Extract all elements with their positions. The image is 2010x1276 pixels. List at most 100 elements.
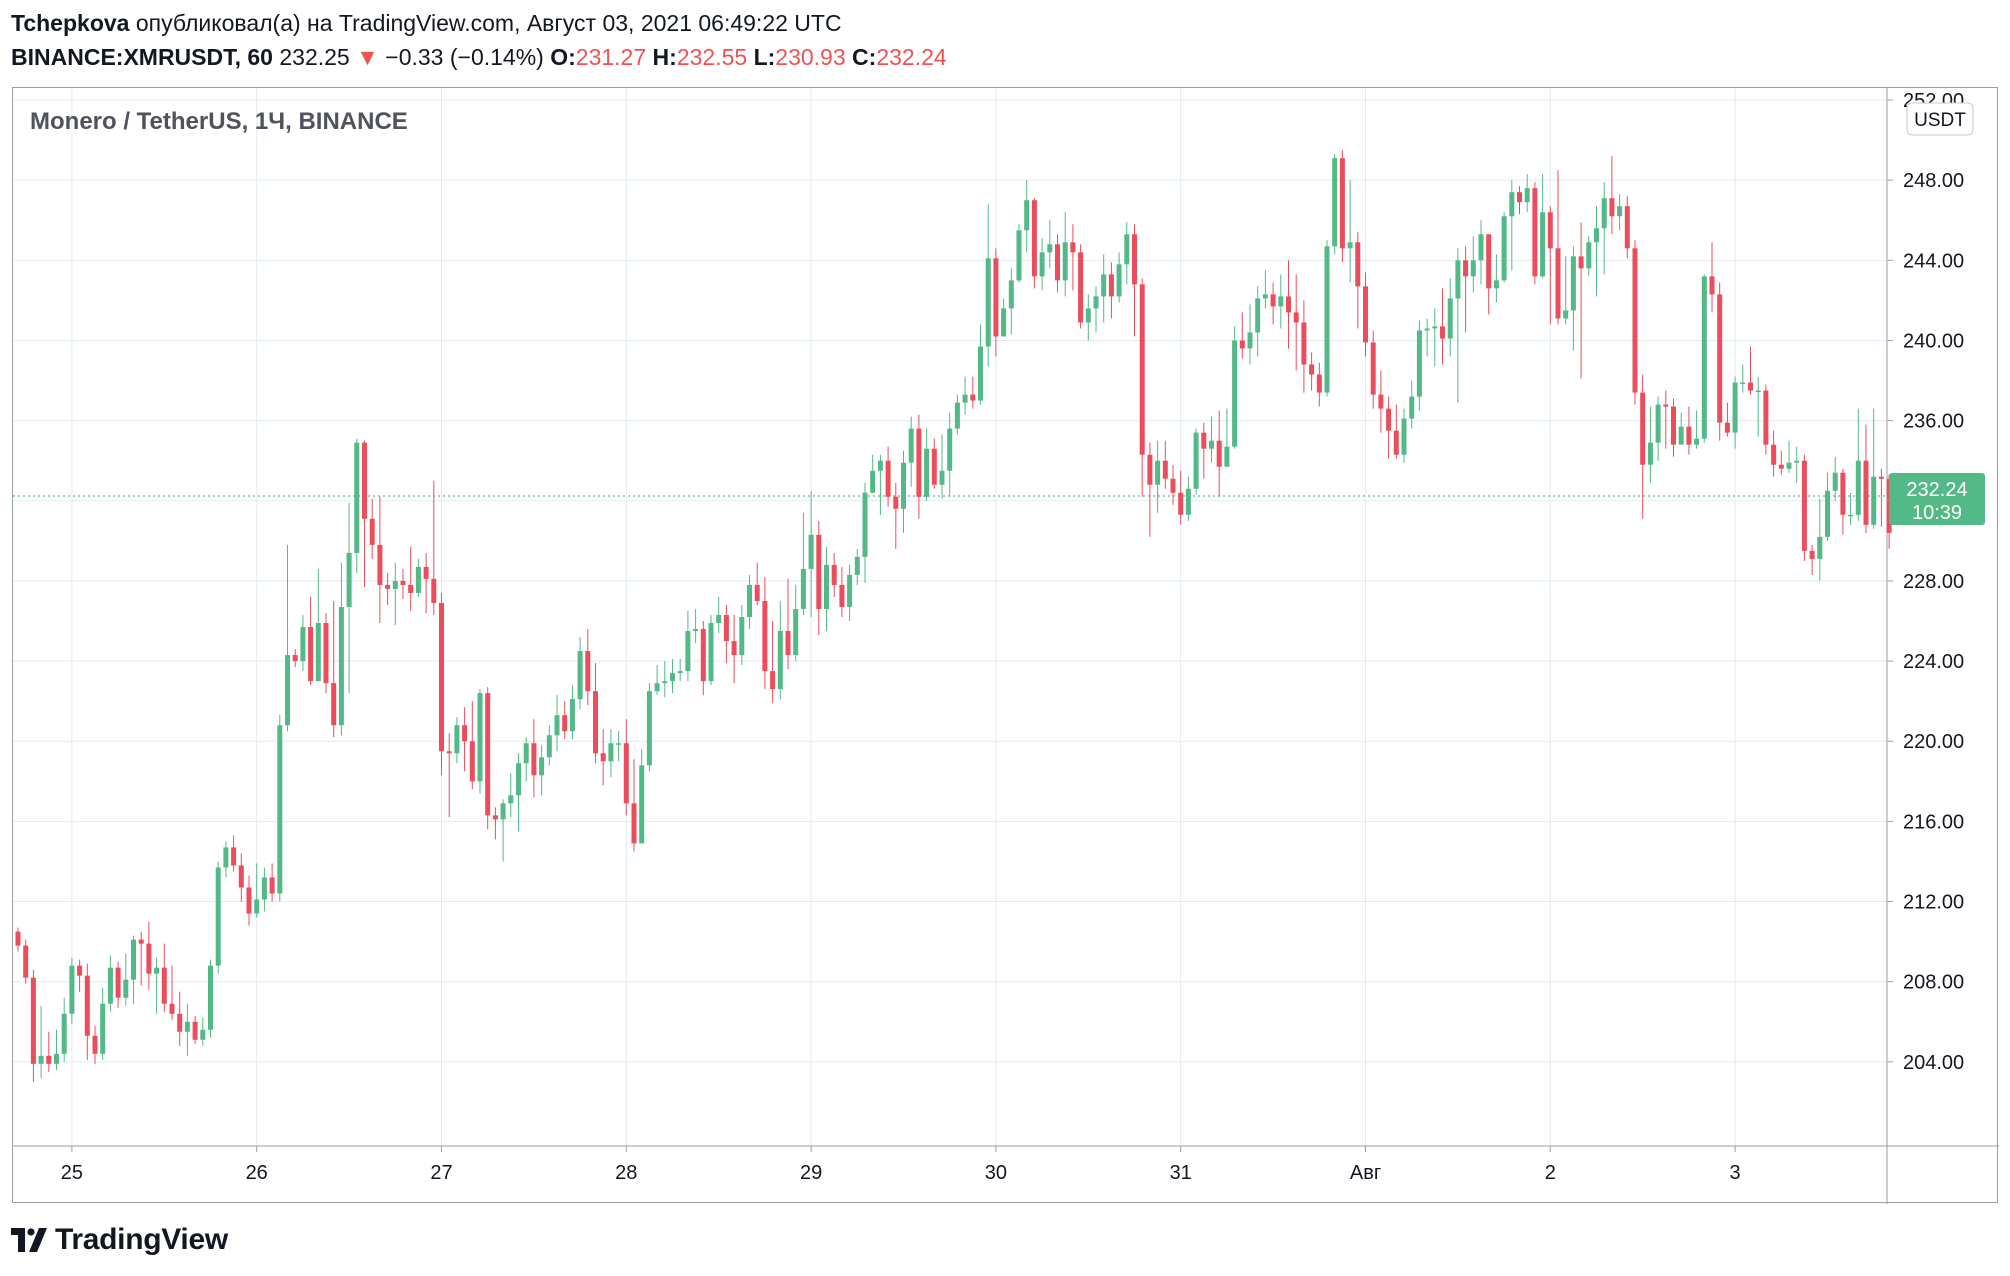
candle-up [508, 773, 514, 818]
candle-body [1078, 252, 1084, 323]
candle-down [1547, 206, 1553, 325]
candle-body [1655, 404, 1661, 443]
candle-body [1671, 406, 1676, 445]
candle-up [392, 562, 398, 626]
candle-down [1801, 454, 1807, 561]
candle-body [1871, 476, 1877, 525]
change-down-arrow-icon: ▼ [356, 44, 379, 70]
candle-body [747, 584, 752, 617]
candle-body [184, 1021, 190, 1032]
chart-container[interactable]: 252.00248.00244.00240.00236.00232.00228.… [12, 87, 1999, 1204]
candle-body [408, 584, 414, 593]
candle-body [1162, 460, 1168, 479]
price-tick-label: 228.00 [1903, 571, 1964, 593]
candle-up [646, 683, 652, 772]
candle-down [46, 1031, 52, 1072]
candle-body [1778, 464, 1784, 469]
candle-body [277, 725, 283, 894]
candle-body [354, 442, 360, 553]
candle-body [1509, 192, 1515, 217]
candle-down [1055, 234, 1060, 293]
candle-down [1286, 260, 1291, 349]
candle-body [285, 655, 290, 726]
candle-down [593, 663, 598, 764]
candle-down [1686, 406, 1692, 455]
candle-body [107, 967, 113, 1004]
candle-down [177, 991, 183, 1046]
candle-down [1809, 544, 1815, 575]
candle-body [1093, 296, 1099, 309]
candle-down [839, 566, 845, 617]
candle-body [1717, 294, 1723, 423]
candle-body [1232, 340, 1238, 447]
candle-up [1786, 440, 1792, 473]
candle-body [954, 402, 960, 429]
tradingview-wordmark: TradingView [55, 1223, 228, 1256]
candle-body [1247, 332, 1253, 349]
candle-body [1324, 246, 1330, 393]
candle-body [1617, 206, 1623, 217]
candle-body [477, 693, 483, 782]
candle-body [1293, 312, 1299, 323]
candle-body [1185, 488, 1191, 515]
candle-body [1455, 260, 1461, 299]
candle-body [446, 751, 452, 754]
candle-body [246, 887, 252, 914]
candle-body [15, 931, 21, 946]
candle-up [1501, 212, 1507, 283]
candle-down [1339, 150, 1345, 263]
time-tick-label: 25 [61, 1162, 83, 1184]
candle-up [1332, 154, 1338, 255]
candle-body [646, 691, 652, 766]
candle-down [1147, 442, 1153, 537]
candle-up [1447, 278, 1453, 357]
tradingview-logo[interactable]: TradingView [11, 1222, 228, 1258]
candle-up [477, 689, 483, 794]
candle-up [100, 987, 106, 1060]
candle-down [770, 621, 776, 704]
candle-down [269, 863, 275, 902]
time-tick-label: 3 [1730, 1162, 1741, 1184]
candle-body [1447, 298, 1453, 339]
candle-down [754, 562, 760, 605]
candle-body [885, 460, 891, 497]
last-price-badge-value: 232.24 [1906, 479, 1967, 501]
candle-up [546, 725, 552, 766]
price-tick-label: 248.00 [1903, 170, 1964, 192]
candle-up [300, 614, 306, 672]
tradingview-logo-icon [11, 1228, 47, 1252]
price-tick-label: 244.00 [1903, 250, 1964, 272]
candle-up [1647, 406, 1653, 483]
candle-up [1124, 222, 1130, 285]
candle-up [554, 695, 560, 752]
candle-up [662, 661, 668, 698]
candle-body [362, 442, 367, 519]
candle-body [1339, 158, 1345, 249]
candle-down [1270, 282, 1276, 325]
candle-up [1832, 456, 1838, 501]
candle-body [1786, 462, 1792, 469]
candle-up [1062, 212, 1068, 297]
candle-up [939, 434, 945, 499]
candle-body [1224, 446, 1230, 467]
candle-body [469, 741, 475, 782]
candle-up [1586, 236, 1592, 277]
time-tick-label: 30 [985, 1162, 1007, 1184]
candle-up [862, 482, 868, 583]
candle-up [1255, 286, 1261, 357]
candle-up [854, 548, 860, 585]
candle-up [793, 584, 799, 662]
candle-down [1108, 262, 1114, 319]
price-tick-label: 220.00 [1903, 731, 1964, 753]
candle-body [1832, 472, 1838, 491]
candle-body [1663, 404, 1669, 407]
candle-down [1624, 196, 1630, 259]
candle-body [154, 967, 160, 974]
candle-up [1570, 246, 1576, 351]
candle-down [1170, 464, 1176, 505]
author-name[interactable]: Tchepkova [11, 10, 130, 36]
candle-body [777, 631, 783, 690]
candlestick-chart[interactable]: 252.00248.00244.00240.00236.00232.00228.… [13, 88, 1999, 1204]
candle-body [770, 671, 776, 690]
candle-body [84, 975, 90, 1036]
